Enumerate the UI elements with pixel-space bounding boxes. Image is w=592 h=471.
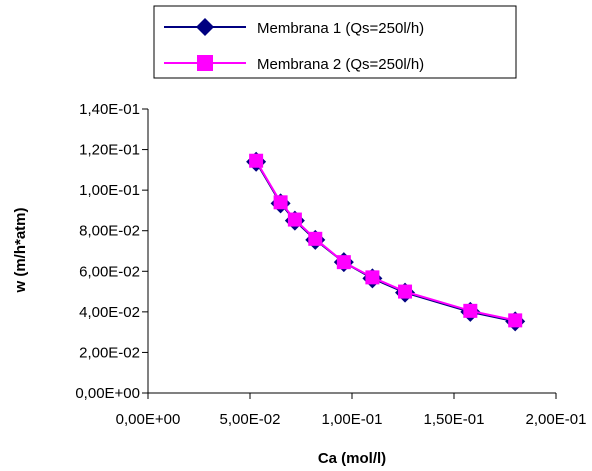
series-membrana-2	[249, 153, 523, 328]
data-point-membrana-2	[287, 212, 302, 227]
legend-item-membrana-1: Membrana 1 (Qs=250l/h)	[164, 18, 424, 37]
series-line-membrana-2	[255, 160, 516, 322]
legend-box	[153, 5, 517, 79]
y-tick-label: 0,00E+00	[75, 385, 140, 402]
series-line-membrana-1	[255, 161, 516, 323]
data-point-membrana-2	[308, 231, 323, 246]
y-tick-label: 8,00E-02	[79, 223, 140, 240]
data-point-membrana-2	[365, 270, 380, 285]
legend-label-membrana-1: Membrana 1 (Qs=250l/h)	[257, 20, 424, 37]
y-tick-label: 1,20E-01	[79, 142, 140, 159]
legend-label-membrana-2: Membrana 2 (Qs=250l/h)	[257, 56, 424, 73]
y-tick-label: 6,00E-02	[79, 263, 140, 280]
x-tick-label: 2,00E-01	[526, 411, 587, 428]
data-point-membrana-2	[249, 153, 264, 168]
x-tick-label: 1,50E-01	[424, 411, 485, 428]
data-point-membrana-2	[463, 303, 478, 318]
x-tick-label: 5,00E-02	[220, 411, 281, 428]
y-tick-label: 4,00E-02	[79, 304, 140, 321]
y-axis-title: w (m/h*atm)	[12, 207, 29, 293]
x-axis-title: Ca (mol/l)	[318, 450, 386, 467]
x-tick-label: 1,00E-01	[322, 411, 383, 428]
legend-marker-membrana-2	[197, 55, 213, 71]
data-point-membrana-2	[508, 313, 523, 328]
legend: Membrana 1 (Qs=250l/h) Membrana 2 (Qs=25…	[153, 5, 517, 79]
series-membrana-1	[246, 151, 526, 332]
axes: 0,00E+00 2,00E-02 4,00E-02 6,00E-02 8,00E-02…	[75, 101, 586, 428]
data-point-membrana-2	[336, 255, 351, 270]
data-point-membrana-2	[273, 195, 288, 210]
data-point-membrana-2	[398, 284, 413, 299]
y-tick-label: 2,00E-02	[79, 344, 140, 361]
legend-item-membrana-2: Membrana 2 (Qs=250l/h)	[164, 55, 424, 73]
legend-marker-membrana-1	[196, 18, 214, 36]
plot-area	[246, 151, 526, 332]
x-tick-label: 0,00E+00	[116, 411, 181, 428]
y-tick-label: 1,40E-01	[79, 101, 140, 118]
y-tick-label: 1,00E-01	[79, 182, 140, 199]
